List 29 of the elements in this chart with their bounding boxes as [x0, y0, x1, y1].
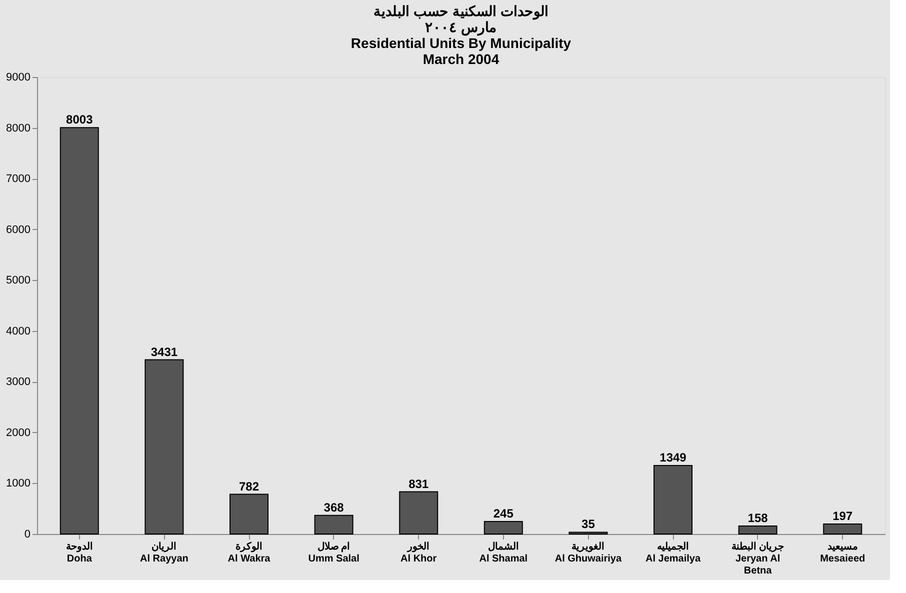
data-label: 158	[748, 510, 768, 525]
y-tick-label: 6000	[6, 224, 30, 236]
bar	[738, 525, 778, 534]
bar	[399, 491, 438, 534]
y-tick-label: 3000	[6, 376, 30, 388]
data-label: 1349	[660, 450, 687, 464]
bar	[60, 127, 99, 534]
y-tick-label: 5000	[6, 274, 30, 287]
y-tick-label: 0	[24, 528, 30, 540]
bar	[230, 494, 268, 534]
y-tick-label: 1000	[6, 478, 30, 490]
bar	[314, 514, 354, 534]
y-tick-label: 4000	[6, 325, 30, 338]
data-label: 197	[832, 508, 853, 523]
data-label: 3431	[150, 344, 178, 359]
data-label: 368	[324, 500, 344, 514]
data-label: 8003	[66, 112, 94, 127]
data-label: 35	[582, 517, 596, 532]
bar	[823, 523, 862, 534]
data-label: 831	[408, 476, 429, 491]
bar	[144, 359, 184, 534]
data-label: 245	[493, 506, 514, 521]
y-tick-label: 7000	[6, 173, 30, 186]
y-tick-label: 8000	[6, 122, 30, 134]
data-label: 782	[238, 479, 260, 494]
bar	[654, 465, 692, 534]
bar	[484, 521, 523, 534]
y-tick-label: 9000	[6, 72, 30, 84]
y-tick-label: 2000	[6, 426, 30, 439]
